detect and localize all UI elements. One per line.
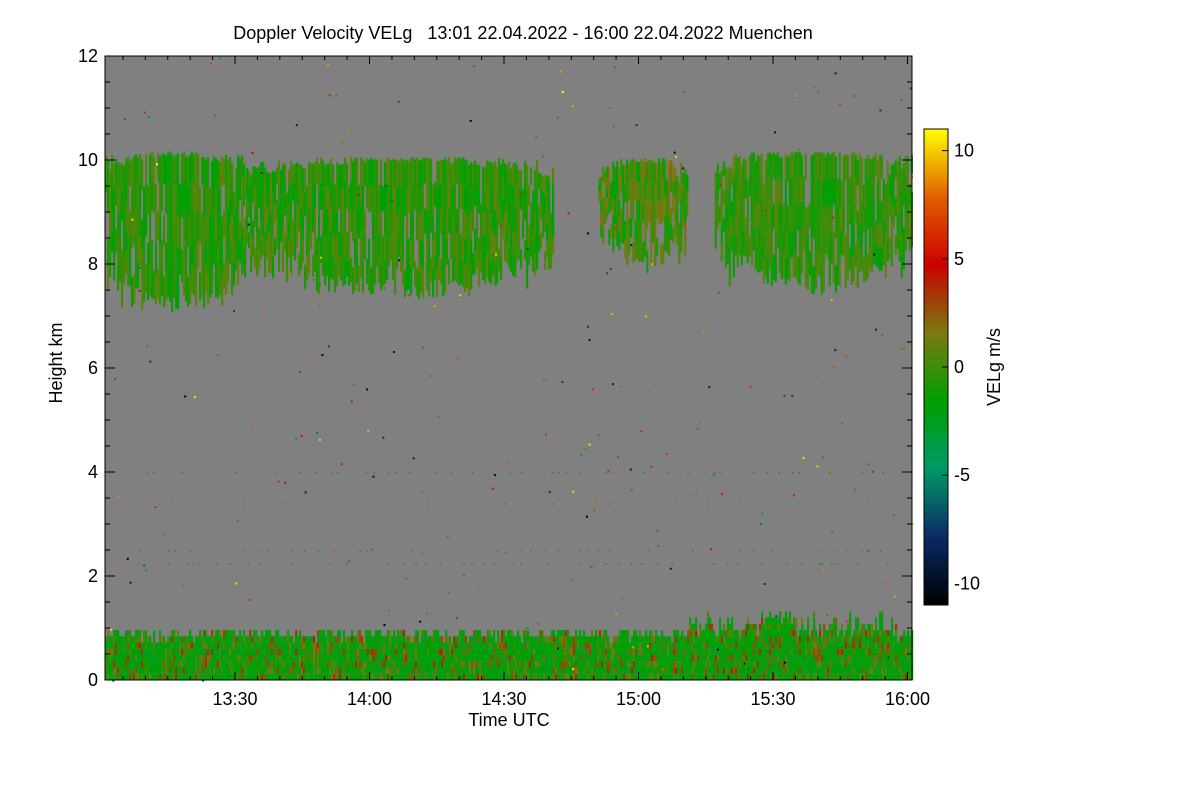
y-tick-label: 4: [88, 462, 98, 482]
y-tick-label: 2: [88, 566, 98, 586]
y-tick-label: 0: [88, 670, 98, 690]
y-tick-label: 8: [88, 254, 98, 274]
x-tick-label: 15:00: [616, 689, 661, 709]
velocity-regions: [105, 151, 913, 313]
y-axis-label: Height km: [46, 322, 66, 403]
colorbar-ticks: -10 -5 0 5 10: [942, 141, 980, 593]
y-axis: 0 2 4 6 8 10 12: [78, 46, 912, 690]
region-3: [714, 151, 913, 295]
x-axis: 13:30 14:00 14:30 15:00 15:30 16:00: [122, 56, 930, 709]
x-tick-label: 15:30: [750, 689, 795, 709]
noise-speckles: [110, 57, 914, 682]
x-tick-label: 13:30: [212, 689, 257, 709]
y-tick-label: 6: [88, 358, 98, 378]
boundary-layer-echoes: [105, 611, 914, 680]
y-tick-label: 12: [78, 46, 98, 66]
colorbar-tick-label: 5: [954, 249, 964, 269]
x-tick-label: 14:00: [347, 689, 392, 709]
region-0: [105, 151, 246, 313]
x-axis-label: Time UTC: [468, 710, 549, 730]
x-tick-label: 16:00: [885, 689, 930, 709]
colorbar-tick-label: 10: [954, 141, 974, 161]
colorbar-tick-label: 0: [954, 357, 964, 377]
colorbar-tick-label: -10: [954, 573, 980, 593]
region-1: [244, 156, 555, 300]
colorbar-label: VELg m/s: [984, 328, 1004, 406]
chart-title: Doppler Velocity VELg 13:01 22.04.2022 -…: [233, 23, 812, 43]
colorbar-tick-label: -5: [954, 465, 970, 485]
region-2: [598, 157, 689, 274]
y-tick-label: 10: [78, 150, 98, 170]
x-tick-label: 14:30: [481, 689, 526, 709]
